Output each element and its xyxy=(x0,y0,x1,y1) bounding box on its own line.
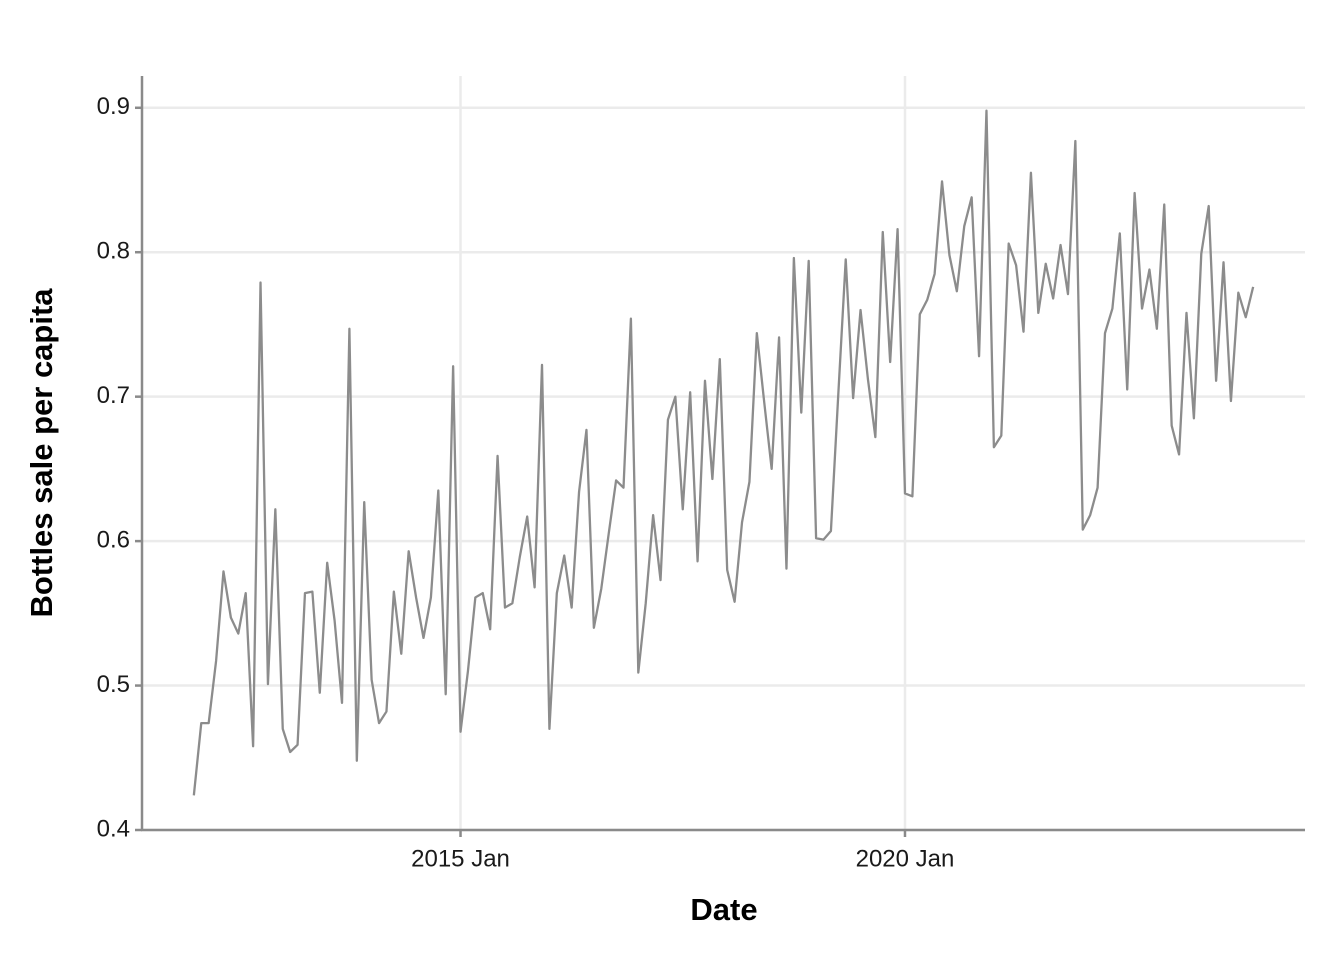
y-tick-label: 0.8 xyxy=(97,238,130,265)
y-tick-label: 0.4 xyxy=(97,815,130,842)
x-axis-title: Date xyxy=(690,892,757,927)
y-tick-label: 0.6 xyxy=(97,526,130,553)
data-line xyxy=(192,109,1255,796)
grid xyxy=(142,76,1305,832)
y-axis-title: Bottles sale per capita xyxy=(24,288,59,618)
y-tick-label: 0.5 xyxy=(97,671,130,698)
x-tick-label: 2015 Jan xyxy=(411,845,510,872)
y-tick-label: 0.9 xyxy=(97,93,130,120)
x-tick-label: 2020 Jan xyxy=(856,845,955,872)
y-tick-label: 0.7 xyxy=(97,382,130,409)
plot xyxy=(192,109,1255,796)
